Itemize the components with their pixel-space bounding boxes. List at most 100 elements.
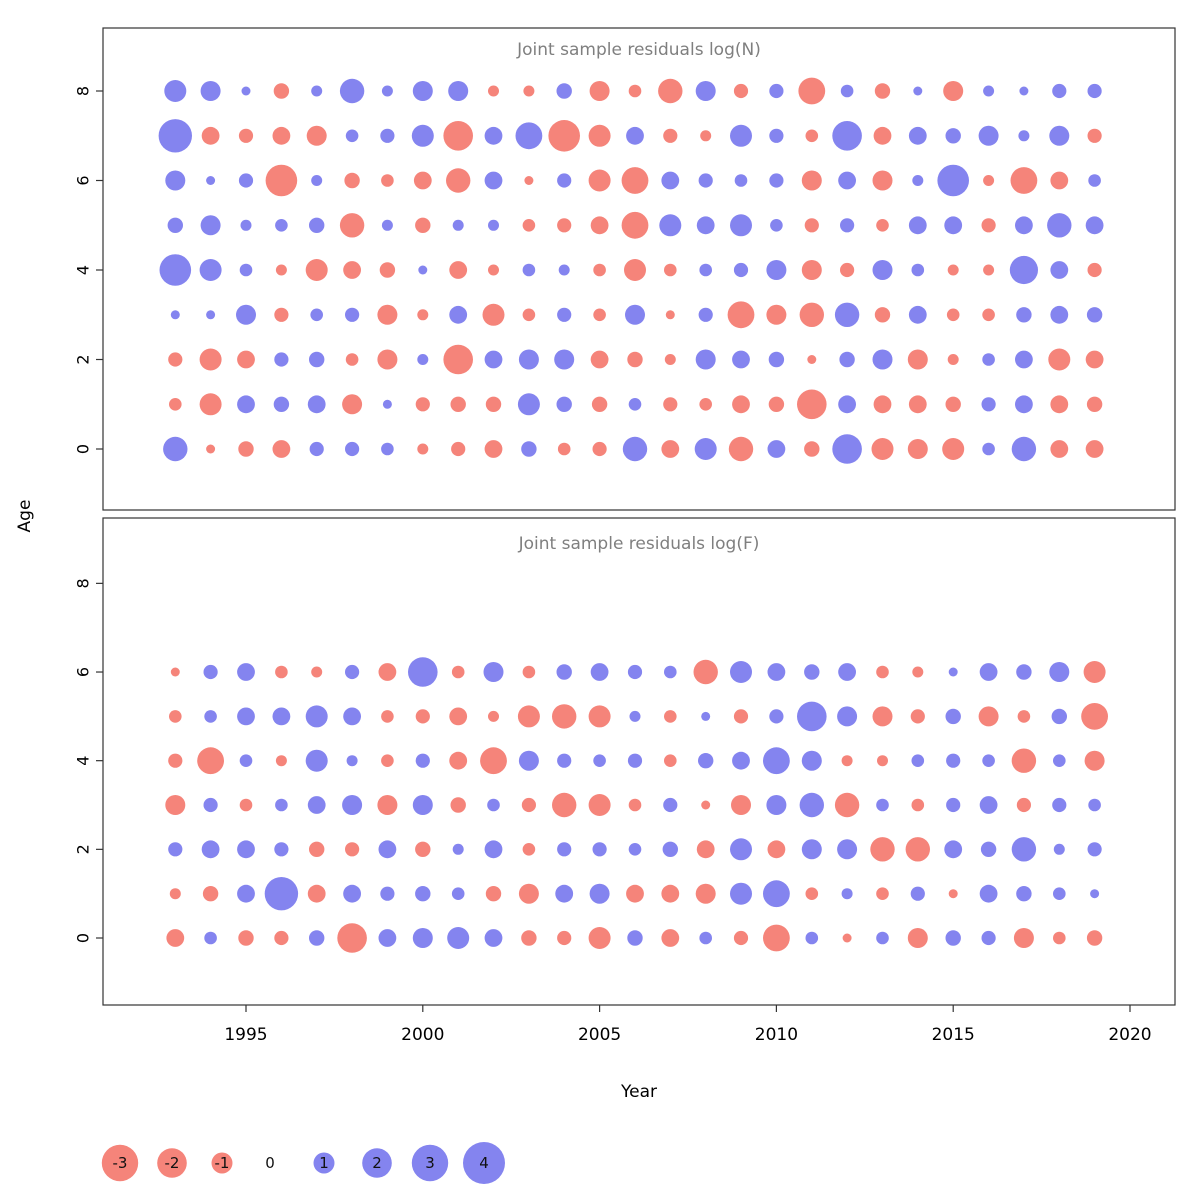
residual-bubble bbox=[907, 439, 928, 459]
residual-bubble bbox=[377, 349, 398, 370]
residual-bubble bbox=[415, 709, 430, 724]
residual-bubble bbox=[804, 441, 820, 457]
residual-bubble bbox=[484, 840, 503, 859]
residual-bubble bbox=[382, 399, 392, 409]
residual-bubble bbox=[240, 219, 252, 231]
residual-bubble bbox=[907, 928, 928, 948]
x-tick-label: 2015 bbox=[932, 1025, 975, 1045]
residual-bubble bbox=[590, 216, 609, 235]
residual-bubble bbox=[239, 798, 253, 812]
residual-bubble bbox=[1010, 167, 1038, 194]
residual-bubble bbox=[1053, 931, 1066, 945]
residual-bubble bbox=[589, 81, 610, 101]
residual-bubble bbox=[700, 130, 712, 142]
residual-bubble bbox=[1053, 843, 1065, 855]
residual-bubble bbox=[732, 350, 750, 369]
residual-bubble bbox=[556, 83, 572, 99]
residual-bubble bbox=[948, 667, 958, 677]
residual-bubble bbox=[627, 753, 643, 768]
residual-bubble bbox=[237, 395, 255, 414]
x-tick-label: 1995 bbox=[224, 1025, 267, 1045]
residual-bubble bbox=[981, 930, 996, 946]
residual-bubble bbox=[168, 842, 183, 857]
y-tick-label: 6 bbox=[74, 175, 93, 185]
residual-bubble bbox=[730, 214, 752, 237]
residual-bubble bbox=[305, 705, 328, 728]
residual-bubble bbox=[449, 261, 468, 279]
residual-bubble bbox=[663, 797, 678, 813]
residual-bubble bbox=[832, 121, 862, 151]
residual-bubble bbox=[346, 755, 358, 767]
residual-bubble bbox=[238, 930, 254, 946]
residual-bubble bbox=[588, 169, 611, 192]
residual-bubble bbox=[237, 350, 255, 369]
y-tick-label: 4 bbox=[74, 756, 93, 766]
residual-bubble bbox=[945, 128, 961, 144]
residual-bubble bbox=[841, 888, 853, 900]
residual-bubble bbox=[200, 81, 221, 101]
residual-bubble bbox=[524, 176, 534, 185]
residual-bubble bbox=[877, 755, 888, 767]
residual-bubble bbox=[1052, 797, 1067, 813]
residual-bubble bbox=[203, 664, 218, 680]
residual-bubble bbox=[913, 86, 923, 96]
residual-bubble bbox=[343, 261, 361, 279]
residual-bubble bbox=[309, 217, 325, 233]
residual-bubble bbox=[1087, 128, 1102, 143]
residual-bubble bbox=[480, 747, 507, 775]
panel-border bbox=[102, 27, 1176, 511]
residual-bubble bbox=[661, 884, 680, 903]
legend-label: 0 bbox=[265, 1154, 275, 1172]
residual-bubble bbox=[197, 747, 225, 775]
residual-bubble bbox=[592, 441, 607, 457]
residual-bubble bbox=[1016, 797, 1031, 813]
residual-bubble bbox=[769, 173, 784, 188]
residual-bubble bbox=[1085, 216, 1104, 235]
residual-bubble bbox=[911, 263, 925, 277]
residual-bubble bbox=[275, 264, 287, 276]
residual-bubble bbox=[522, 219, 536, 232]
residual-bubble bbox=[555, 884, 574, 903]
residual-bubble bbox=[311, 85, 323, 97]
residual-bubble bbox=[664, 354, 676, 365]
residual-bubble bbox=[206, 444, 216, 454]
residual-bubble bbox=[488, 219, 499, 231]
residual-bubble bbox=[485, 396, 502, 412]
residual-bubble bbox=[273, 396, 290, 412]
residual-bubble bbox=[1090, 889, 1100, 899]
residual-bubble bbox=[628, 843, 642, 856]
residual-bubble bbox=[907, 349, 928, 370]
residual-bubble bbox=[733, 709, 749, 724]
residual-bubble bbox=[204, 710, 217, 723]
residual-bubble bbox=[1050, 395, 1069, 414]
residual-bubble bbox=[345, 664, 360, 680]
residual-bubble bbox=[804, 664, 820, 680]
residual-bubble bbox=[164, 80, 187, 102]
residual-bubble bbox=[769, 128, 784, 143]
residual-bubble bbox=[946, 753, 961, 768]
residual-bubble bbox=[415, 886, 431, 902]
residual-bubble bbox=[733, 83, 749, 99]
residual-bubble bbox=[1086, 930, 1103, 946]
y-tick-label: 4 bbox=[74, 265, 93, 275]
panel-log-f: 0 2 4 6 8 bbox=[74, 517, 1176, 1006]
residual-bubble bbox=[452, 843, 464, 855]
residual-bubble bbox=[200, 215, 221, 236]
residual-bubble bbox=[982, 308, 995, 322]
residual-bubble bbox=[873, 126, 892, 145]
residual-bubble bbox=[769, 83, 784, 99]
residual-bubble bbox=[588, 705, 611, 728]
residual-bubble bbox=[515, 122, 543, 150]
residual-bubble bbox=[522, 665, 536, 679]
residual-bubble bbox=[695, 883, 716, 904]
residual-bubble bbox=[874, 307, 891, 323]
residual-bubble bbox=[449, 707, 468, 726]
y-tick-label: 6 bbox=[74, 667, 93, 677]
residual-bubble bbox=[1050, 440, 1069, 458]
legend-label: -3 bbox=[113, 1154, 128, 1172]
residual-bubble bbox=[1052, 83, 1067, 99]
residual-bubble bbox=[1086, 307, 1103, 323]
residual-bubble bbox=[1018, 130, 1030, 142]
residual-bubble bbox=[945, 930, 961, 946]
residual-bubble bbox=[801, 170, 822, 191]
